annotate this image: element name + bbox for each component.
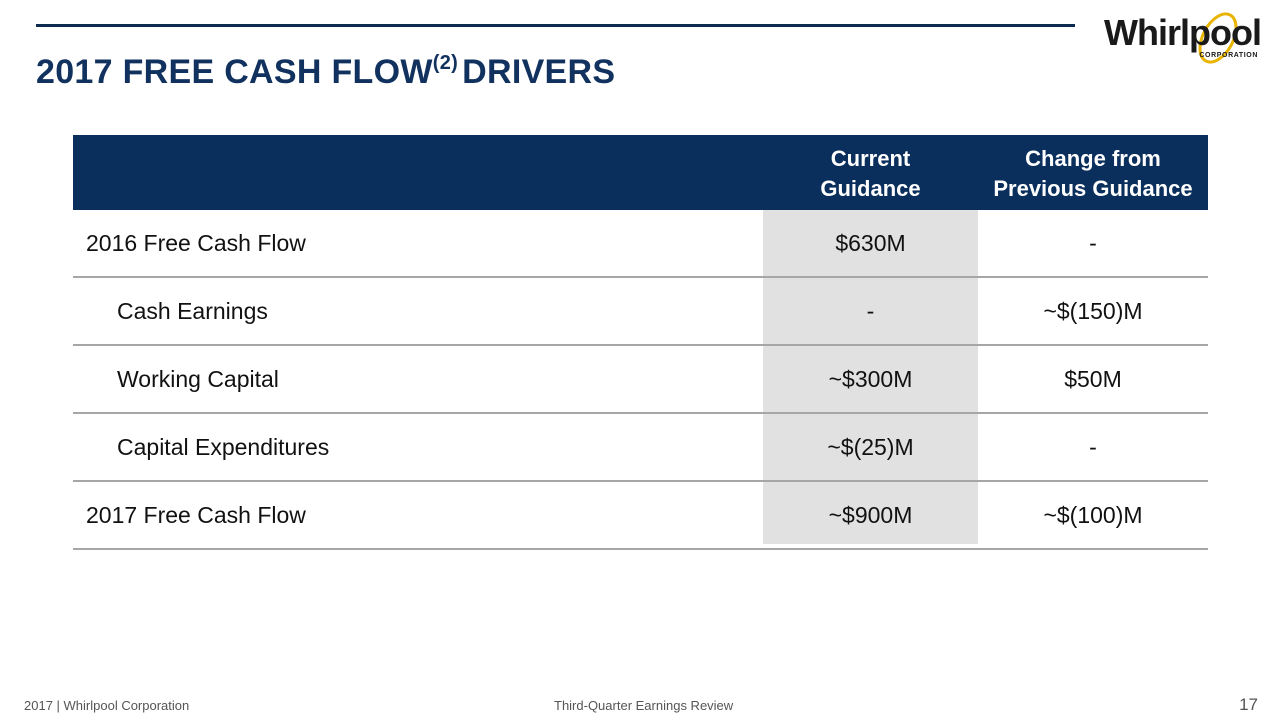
row-current-value: ~$900M (828, 502, 913, 528)
header-current-line1: Current (830, 146, 911, 171)
table-row: Cash Earnings - ~$(150)M (73, 278, 1208, 346)
header-current-guidance: Current Guidance (763, 144, 978, 204)
header-current-line2: Guidance (820, 176, 921, 201)
header-change-line2: Previous Guidance (993, 176, 1193, 201)
row-current-value: $630M (835, 230, 906, 256)
top-rule (36, 24, 1075, 27)
row-label: Cash Earnings (117, 298, 268, 324)
table-row: 2017 Free Cash Flow ~$900M ~$(100)M (73, 482, 1208, 550)
footer-presentation-name: Third-Quarter Earnings Review (554, 698, 734, 713)
title-footnote: (2) (432, 52, 459, 74)
row-change-value: $50M (1064, 366, 1122, 392)
table-header: Current Guidance Change from Previous Gu… (73, 135, 1208, 210)
footer-company: 2017 | Whirlpool Corporation (24, 698, 190, 713)
table-row: Capital Expenditures ~$(25)M - (73, 414, 1208, 482)
whirlpool-logo: Whirlpool CORPORATION (1100, 10, 1262, 68)
logo-subtext: CORPORATION (1199, 52, 1258, 59)
page-title: 2017 FREE CASH FLOW(2) DRIVERS (36, 52, 615, 92)
row-label: Working Capital (117, 366, 279, 392)
table-row: Working Capital ~$300M $50M (73, 346, 1208, 414)
free-cash-flow-table: Current Guidance Change from Previous Gu… (73, 135, 1208, 550)
logo-swoosh-icon (1198, 12, 1238, 64)
page-number: 17 (1239, 695, 1258, 714)
title-main: 2017 FREE CASH FLOW (36, 53, 433, 91)
row-current-value: ~$(25)M (827, 434, 914, 460)
row-change-value: ~$(150)M (1043, 298, 1143, 324)
row-current-value: - (866, 298, 875, 324)
header-change-line1: Change from (1025, 146, 1161, 171)
table-row: 2016 Free Cash Flow $630M - (73, 210, 1208, 278)
row-change-value: ~$(100)M (1043, 502, 1143, 528)
title-suffix: DRIVERS (462, 53, 616, 91)
current-guidance-column-shade (763, 210, 978, 544)
header-change-from-previous: Change from Previous Guidance (978, 144, 1208, 204)
row-label: 2016 Free Cash Flow (86, 230, 306, 256)
row-change-value: - (1089, 434, 1097, 460)
row-change-value: - (1089, 230, 1097, 256)
row-label: Capital Expenditures (117, 434, 330, 460)
logo-wordmark: Whirlpool (1104, 12, 1262, 53)
row-label: 2017 Free Cash Flow (86, 502, 306, 528)
row-current-value: ~$300M (828, 366, 913, 392)
